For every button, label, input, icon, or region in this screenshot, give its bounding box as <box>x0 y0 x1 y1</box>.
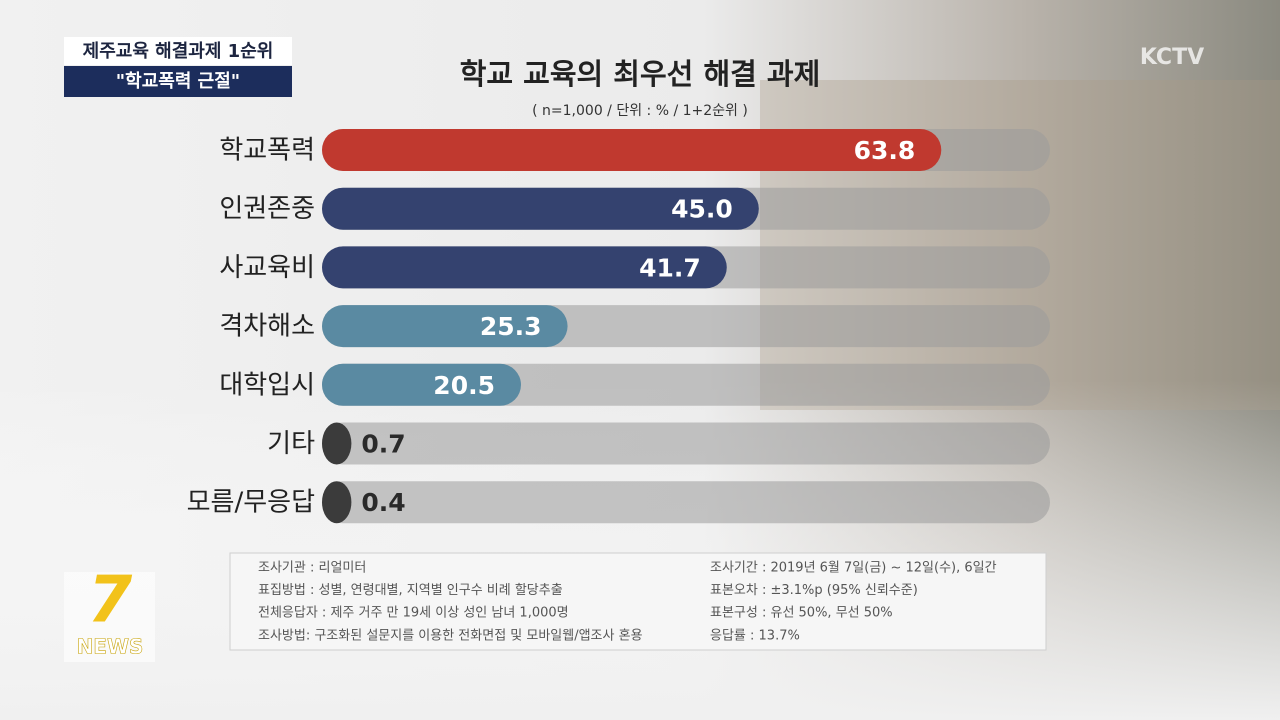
category-label: 학교폭력 <box>219 136 315 166</box>
news-logo-box <box>64 572 155 662</box>
bar <box>322 363 521 406</box>
value-label: 0.4 <box>361 488 405 517</box>
caption-bottom: "학교폭력 근절" <box>116 70 240 92</box>
bar <box>322 129 942 171</box>
note-line: 전체응답자 : 제주 거주 만 19세 이상 성인 남녀 1,000명 <box>258 606 569 621</box>
caption-box <box>64 37 292 65</box>
bar <box>322 422 352 465</box>
note-line: 응답률 : 13.7% <box>710 628 800 643</box>
chart-title: 학교 교육의 최우선 해결 과제 <box>460 57 821 91</box>
notes-box <box>229 552 1047 651</box>
note-line: 조사방법: 구조화된 설문지를 이용한 전화면접 및 모바일웹/앱조사 혼용 <box>258 628 643 643</box>
bar-chart: 학교폭력 63.8 인권존중 45.0 사교육비 41.7 격차해소 25.3 대학입시 20.5… <box>187 129 1050 524</box>
bar-track <box>322 422 1050 465</box>
value-label: 41.7 <box>639 253 701 282</box>
note-line: 조사기간 : 2019년 6월 7일(금) ~ 12일(수), 6일간 <box>710 561 997 576</box>
note-line: 표본오차 : ±3.1%p (95% 신뢰수준) <box>710 583 918 598</box>
caption-box <box>64 66 292 97</box>
value-label: 45.0 <box>671 195 733 224</box>
bar <box>322 246 727 289</box>
news-logo-number: 7 <box>88 564 133 638</box>
category-label: 기타 <box>267 429 315 459</box>
value-label: 63.8 <box>854 136 916 165</box>
value-label: 0.7 <box>361 430 405 459</box>
note-line: 표집방법 : 성별, 연령대별, 지역별 인구수 비례 할당추출 <box>258 583 563 598</box>
bar-track <box>322 481 1050 524</box>
bar <box>322 187 759 230</box>
bar <box>322 305 568 348</box>
news-logo-text: NEWS <box>77 635 144 659</box>
category-label: 격차해소 <box>219 312 315 342</box>
value-label: 25.3 <box>480 312 542 341</box>
category-label: 사교육비 <box>219 253 315 283</box>
category-label: 대학입시 <box>219 370 315 400</box>
value-label: 20.5 <box>433 371 495 400</box>
note-line: 조사기관 : 리얼미터 <box>258 561 366 576</box>
chart-subtitle: ( n=1,000 / 단위 : % / 1+2순위 ) <box>532 103 748 119</box>
note-line: 표본구성 : 유선 50%, 무선 50% <box>710 606 893 621</box>
channel-logo: KCTV <box>1140 45 1204 70</box>
category-label: 모름/무응답 <box>187 488 315 518</box>
caption-top: 제주교육 해결과제 1순위 <box>83 41 274 62</box>
category-label: 인권존중 <box>219 194 315 224</box>
bar <box>322 481 352 524</box>
